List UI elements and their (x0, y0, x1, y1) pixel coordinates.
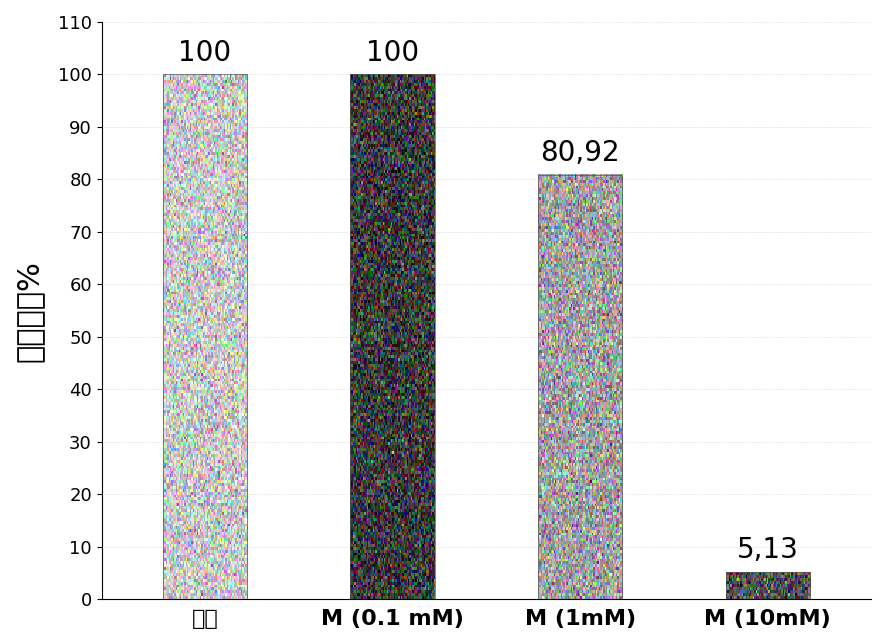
Bar (350, 75, 435, 600)
Bar (538, 175, 622, 600)
Bar (163, 75, 247, 600)
Text: 5,13: 5,13 (737, 536, 798, 565)
Text: 80,92: 80,92 (540, 138, 620, 167)
Y-axis label: 细胞活力%: 细胞活力% (15, 260, 44, 361)
Text: 100: 100 (366, 39, 419, 66)
Bar (726, 573, 810, 600)
Text: 100: 100 (178, 39, 231, 66)
